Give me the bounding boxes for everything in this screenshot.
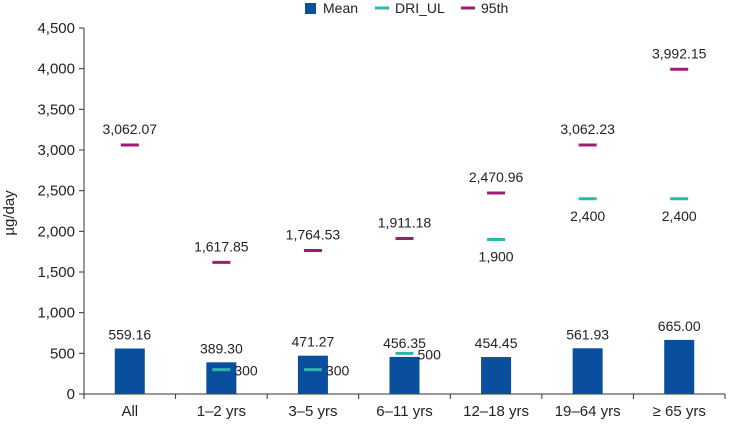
x-tick-label: All [121,403,138,420]
legend-swatch-mean [305,3,316,14]
y-tick-label: 4,500 [37,20,75,37]
mean-value-label: 561.93 [566,326,609,342]
mean-value-label: 471.27 [292,334,335,350]
dri-ul-value-label: 300 [234,363,258,379]
y-tick-label: 3,000 [37,142,75,159]
mean-value-label: 456.35 [383,335,426,351]
y-tick-label: 0 [67,386,75,403]
x-tick-label: 19–64 yrs [555,403,621,420]
p95-value-label: 3,062.07 [103,121,158,137]
p95-value-label: 1,617.85 [194,238,249,254]
p95-value-label: 3,992.15 [652,45,707,61]
mean-bar [481,357,512,394]
mean-bar [389,356,420,394]
x-tick-label: 12–18 yrs [463,403,529,420]
y-tick-label: 4,000 [37,61,75,78]
y-tick-label: 3,500 [37,101,75,118]
dri-ul-value-label: 2,400 [662,208,697,224]
mean-value-label: 559.16 [108,327,151,343]
y-axis-title: µg/day [1,190,18,236]
x-tick-label: 6–11 yrs [376,403,432,420]
y-tick-label: 2,000 [37,223,75,240]
x-tick-label: ≥ 65 yrs [653,403,706,420]
mean-value-label: 454.45 [475,335,518,351]
dri-ul-value-label: 1,900 [479,248,514,264]
mean-bar [206,362,237,394]
mean-value-label: 389.30 [200,340,243,356]
dri-ul-value-label: 500 [418,346,442,362]
x-tick-label: 1–2 yrs [197,403,246,420]
dri-ul-value-label: 300 [326,363,350,379]
p95-value-label: 3,062.23 [560,121,615,137]
y-tick-label: 1,500 [37,264,75,281]
y-tick-label: 2,500 [37,183,75,200]
legend-label: 95th [481,0,508,16]
mean-bar [114,348,145,394]
p95-value-label: 1,764.53 [286,226,341,242]
mean-bar [664,339,695,394]
mean-bar [572,348,603,394]
p95-value-label: 1,911.18 [378,215,432,231]
x-tick-label: 3–5 yrs [288,403,337,420]
legend-label: DRI_UL [395,0,445,16]
mean-bar [297,355,328,394]
p95-value-label: 2,470.96 [469,169,524,185]
y-tick-label: 1,000 [37,305,75,322]
legend-label: Mean [323,0,358,16]
y-tick-label: 500 [50,345,75,362]
dri-ul-value-label: 2,400 [570,208,605,224]
mean-value-label: 665.00 [658,318,701,334]
